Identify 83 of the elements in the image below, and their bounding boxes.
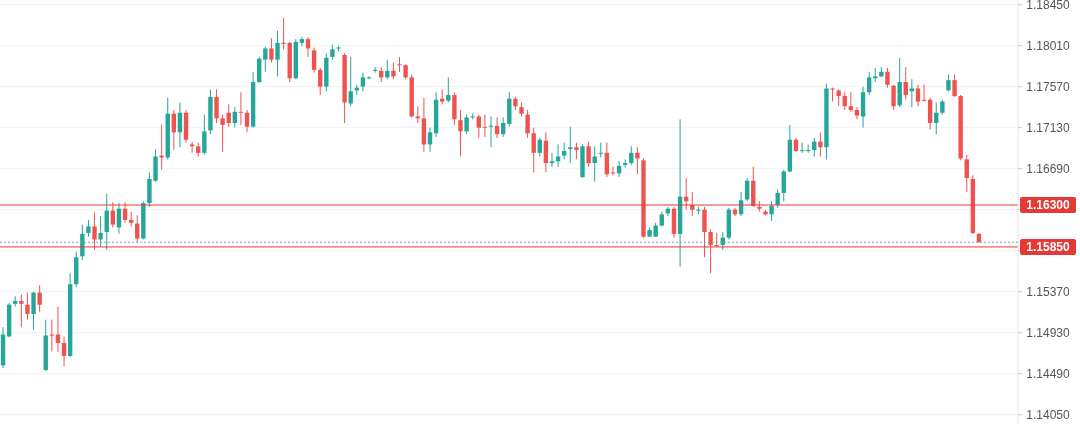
candlestick — [366, 75, 372, 80]
candlestick — [799, 142, 805, 154]
candlestick — [610, 166, 616, 176]
candlestick — [525, 109, 530, 139]
candlestick — [592, 145, 597, 183]
candlestick — [189, 141, 195, 154]
candlestick — [854, 106, 860, 120]
candlestick — [110, 201, 116, 228]
candlestick — [927, 97, 933, 131]
candlestick — [903, 66, 908, 101]
candlestick — [238, 91, 244, 126]
y-tick-label: 1.17570 — [1026, 79, 1071, 94]
candlestick — [543, 131, 549, 173]
candlestick — [202, 114, 207, 156]
candlestick — [818, 131, 823, 158]
candlestick — [446, 76, 451, 104]
y-tick-label: 1.15370 — [1026, 284, 1071, 299]
candlestick — [372, 66, 378, 74]
candlestick — [214, 88, 219, 124]
candlestick — [311, 47, 317, 74]
candlestick — [702, 206, 707, 258]
candlestick — [397, 56, 402, 73]
candlestick — [476, 114, 481, 139]
candlestick — [37, 284, 42, 313]
candlestick — [866, 71, 872, 96]
candlestick — [427, 127, 433, 153]
candlestick — [805, 143, 811, 154]
candlestick — [848, 91, 854, 113]
candlestick — [482, 114, 488, 138]
candlestick — [31, 291, 36, 331]
candlestick — [885, 67, 890, 89]
y-tick-label: 1.18450 — [1026, 0, 1071, 12]
candlestick — [488, 115, 494, 148]
candlestick — [348, 56, 353, 107]
candlestick — [568, 126, 573, 164]
ref-line-label: 1.15850 — [1026, 240, 1071, 255]
candlestick — [49, 319, 55, 352]
y-tick-label: 1.17130 — [1026, 120, 1071, 135]
candlestick — [586, 141, 591, 168]
candlestick — [220, 114, 225, 153]
candlestick — [781, 169, 786, 202]
candlestick — [299, 36, 305, 48]
candlestick — [897, 57, 902, 108]
candlestick — [275, 30, 280, 77]
candlestick — [775, 188, 780, 209]
candlestick — [458, 109, 463, 158]
candlestick — [915, 84, 921, 107]
candlestick — [128, 211, 134, 227]
y-tick-label: 1.18010 — [1026, 38, 1071, 53]
candlestick — [964, 154, 969, 193]
y-tick-label: 1.14050 — [1026, 407, 1071, 422]
candlestick — [244, 109, 250, 133]
candlestick — [360, 72, 366, 92]
candlestick — [891, 84, 896, 111]
candlestick — [385, 59, 390, 80]
candlestick — [318, 67, 323, 96]
candlestick — [952, 74, 957, 98]
candlestick — [269, 37, 274, 63]
candlestick — [92, 211, 97, 251]
candlestick — [232, 106, 238, 129]
candlestick — [635, 146, 640, 175]
candlestick — [464, 114, 469, 135]
candlestick — [122, 201, 128, 224]
candlestick — [19, 293, 24, 328]
candlestick — [98, 215, 103, 248]
candlestick — [921, 84, 927, 103]
y-tick-label: 1.14490 — [1026, 366, 1071, 381]
candlestick — [531, 127, 536, 173]
candlestick — [769, 200, 774, 222]
y-tick-label: 1.16690 — [1026, 161, 1071, 176]
candlestick — [135, 214, 140, 243]
candlestick — [257, 56, 262, 84]
candlestick — [537, 137, 542, 158]
candlestick — [501, 116, 506, 138]
y-tick-label: 1.14930 — [1026, 325, 1071, 340]
candlestick — [708, 228, 713, 274]
candlestick — [549, 152, 555, 168]
candlestick — [830, 87, 835, 103]
candlestick — [61, 335, 67, 367]
candlestick — [263, 46, 268, 73]
ref-line-label: 1.16300 — [1026, 198, 1071, 213]
candlestick — [281, 17, 286, 50]
candlestick — [25, 292, 30, 321]
